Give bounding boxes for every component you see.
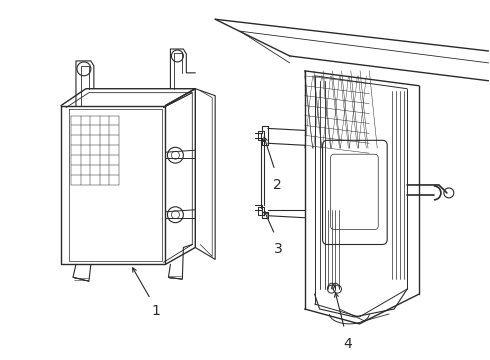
Text: 3: 3 [273,242,282,256]
Text: 2: 2 [273,178,282,192]
Text: 4: 4 [343,337,352,351]
Text: 1: 1 [151,304,160,318]
